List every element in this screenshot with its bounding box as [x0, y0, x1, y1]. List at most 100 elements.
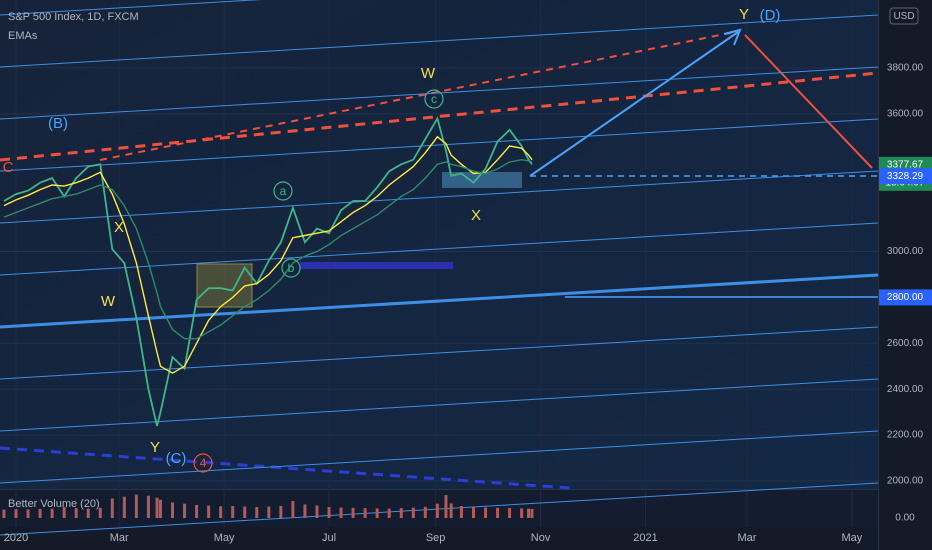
volume-bar	[122, 496, 126, 518]
volume-bar	[74, 508, 78, 518]
channel-line	[0, 222, 879, 276]
volume-bar	[243, 506, 247, 518]
volume-bar	[219, 506, 223, 518]
volume-bar	[530, 508, 534, 518]
labels: 2000.00 2200.00 2400.00 2600.00 3000.00 3600.…	[3, 6, 932, 544]
volume-bar	[375, 508, 379, 518]
volume-bar	[255, 507, 259, 518]
wave-label: Y	[739, 6, 749, 23]
price-axis	[878, 0, 932, 550]
channel-line	[0, 170, 879, 224]
price-label: 3328.29	[887, 171, 924, 182]
channel-line	[0, 66, 879, 120]
projection-arrow	[529, 31, 739, 177]
volume-bar	[267, 506, 271, 518]
x-tick-label: Sep	[426, 532, 446, 544]
teal-zone	[442, 172, 522, 188]
wave-label: (D)	[760, 7, 781, 24]
volume-bar	[339, 507, 343, 518]
channel-line	[0, 118, 879, 172]
grid	[0, 0, 878, 527]
volume-bar	[327, 507, 331, 518]
drawings	[0, 0, 879, 536]
volume-bar	[435, 503, 439, 518]
y-tick-label: 2200.00	[887, 430, 924, 441]
volume-bar	[351, 507, 355, 518]
volume-bar	[14, 509, 18, 518]
series	[2, 116, 534, 518]
wave-label: Y	[150, 439, 160, 456]
x-tick-label: May	[214, 532, 235, 544]
volume-bar	[183, 503, 187, 518]
wave-label: 4	[200, 456, 207, 470]
volume-bar	[291, 501, 295, 518]
volume-bar	[155, 497, 159, 518]
volume-bar	[279, 506, 283, 518]
wave-label: a	[280, 184, 287, 198]
volume-bar	[496, 507, 500, 518]
symbol-title: S&P 500 Index, 1D, FXCM	[8, 11, 139, 23]
wave-label: W	[101, 293, 116, 310]
volume-bar	[86, 508, 90, 518]
volume-bar	[50, 508, 54, 518]
currency-box	[889, 7, 919, 25]
blue-zone	[300, 262, 453, 269]
wave-label: C	[3, 159, 14, 176]
y-tick-label: 3800.00	[887, 63, 924, 74]
red-projection	[744, 34, 873, 169]
wave-label: c	[431, 92, 437, 106]
volume-bar	[449, 503, 453, 518]
volume-bar	[411, 507, 415, 518]
volume-bar	[508, 508, 512, 518]
volume-bar	[387, 508, 391, 518]
channel-line	[0, 482, 879, 536]
x-tick-label: 2021	[633, 532, 657, 544]
ema-line	[3, 158, 533, 340]
blue-dashed-trend	[0, 446, 571, 490]
price-label-bg	[879, 168, 932, 185]
channel-line-main	[0, 273, 879, 329]
annotation-circle	[281, 258, 301, 278]
time-axis	[0, 527, 878, 550]
price-label: 3377.67	[887, 159, 924, 170]
annotation-circle	[424, 89, 444, 109]
price-label-bg	[879, 289, 932, 306]
price-line	[3, 116, 533, 427]
volume-bar	[527, 508, 531, 518]
annotation-circle	[193, 453, 213, 473]
red-dashed-trend	[0, 71, 879, 162]
channel-line	[0, 14, 879, 68]
arrow-head	[723, 28, 742, 46]
volume-bar	[399, 508, 403, 518]
volume-bar	[62, 507, 66, 518]
volume-bar	[444, 495, 448, 518]
volume-bar	[459, 506, 463, 518]
x-tick-label: Mar	[737, 532, 756, 544]
currency: USD	[893, 11, 914, 22]
plot-background	[0, 0, 878, 489]
channel-line	[0, 378, 879, 432]
volume-bar	[315, 505, 319, 518]
volume-bar	[26, 509, 30, 518]
wave-label: X	[471, 207, 481, 224]
volume-bar	[231, 506, 235, 518]
y-tick-label: 2600.00	[887, 338, 924, 349]
volume-bar	[146, 495, 150, 518]
ema-line	[3, 135, 533, 374]
volume-bar	[2, 509, 6, 518]
x-tick-label: 2020	[4, 532, 28, 544]
y-tick-label: 3600.00	[887, 108, 924, 119]
volume-bar	[484, 507, 488, 518]
y-tick-label: 2400.00	[887, 384, 924, 395]
channel-line	[0, 0, 262, 16]
volume-bar	[423, 506, 427, 518]
red-dashed-trend-thin	[99, 31, 736, 161]
volume-bar	[207, 505, 211, 518]
wave-label: (B)	[48, 115, 68, 132]
x-tick-label: Nov	[531, 532, 551, 544]
y-tick-label: 2000.00	[887, 476, 924, 487]
wave-label: X	[114, 219, 124, 236]
x-tick-label: Jul	[322, 532, 336, 544]
